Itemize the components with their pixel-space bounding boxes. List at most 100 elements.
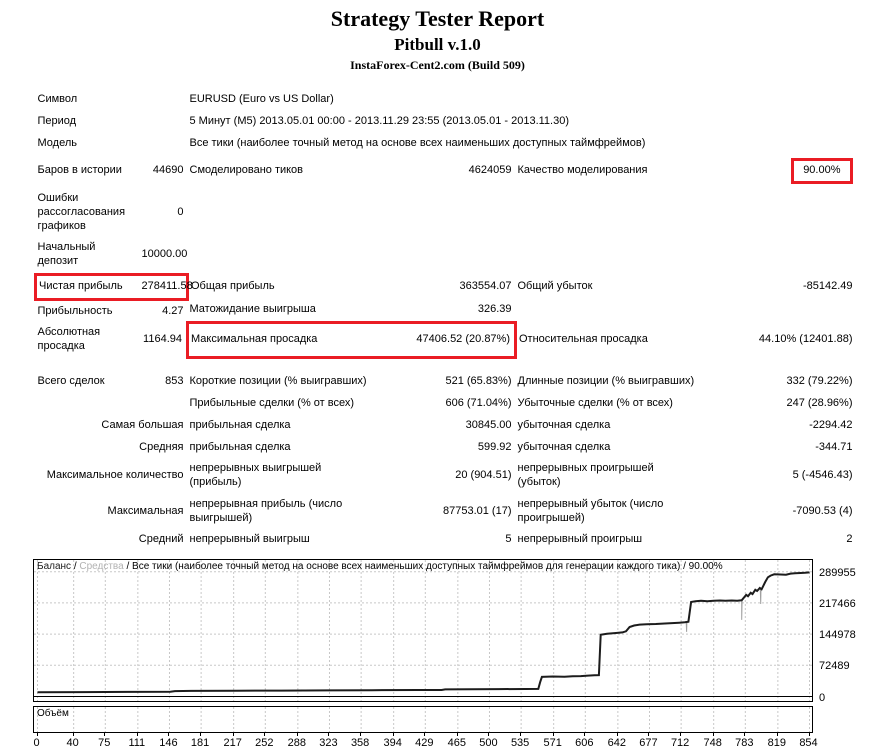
x-tick-mark bbox=[488, 733, 490, 736]
table-cell: Убыточные сделки (% от всех) bbox=[517, 397, 673, 409]
table-cell bbox=[702, 299, 857, 322]
x-tick-mark bbox=[264, 733, 266, 736]
table-cell: -2294.42 bbox=[809, 418, 853, 431]
table-cell: непрерывный выигрыш bbox=[189, 533, 310, 546]
x-tick-mark bbox=[392, 733, 394, 736]
x-tick-mark bbox=[712, 733, 714, 736]
table-cell: непрерывная прибыль (число выигрышей) bbox=[189, 497, 343, 524]
x-tick-mark bbox=[72, 733, 74, 736]
x-tick-mark bbox=[776, 733, 778, 736]
x-tick-mark bbox=[552, 733, 554, 736]
balance-chart: Баланс / Средства / Все тики (наиболее т… bbox=[33, 559, 875, 751]
table-cell: 326.39 bbox=[477, 303, 512, 315]
table-row: Максимальная непрерывная прибыль (число в… bbox=[36, 494, 857, 530]
results-table: Символ EURUSD (Euro vs US Dollar) Период 5 … bbox=[34, 89, 857, 551]
table-cell: 4624059 bbox=[468, 164, 512, 177]
table-cell: 606 (71.04%) bbox=[445, 397, 512, 409]
highlighted-cell: Максимальная просадка bbox=[186, 320, 374, 360]
volume-grid-svg bbox=[37, 707, 810, 732]
x-tick-mark bbox=[424, 733, 426, 736]
table-cell bbox=[140, 89, 188, 111]
table-cell: 521 (65.83%) bbox=[445, 375, 512, 388]
x-tick-label: 217 bbox=[223, 737, 242, 749]
highlighted-cell: Чистая прибыль bbox=[34, 272, 140, 301]
table-cell: Прибыльность bbox=[37, 304, 113, 317]
x-tick-label: 606 bbox=[575, 737, 594, 749]
table-cell: 247 (28.96%) bbox=[786, 397, 853, 409]
x-tick-label: 252 bbox=[255, 737, 274, 749]
highlighted-cell: 90.00% bbox=[702, 154, 857, 188]
x-tick-label: 677 bbox=[639, 737, 658, 749]
volume-label: Объём bbox=[37, 708, 69, 719]
table-cell: Начальный депозит bbox=[37, 241, 96, 267]
x-tick-mark bbox=[328, 733, 330, 736]
x-tick-mark bbox=[296, 733, 298, 736]
table-cell: Средняя bbox=[139, 440, 184, 453]
table-cell bbox=[188, 188, 857, 237]
balance-curve-svg bbox=[34, 560, 812, 701]
x-tick-label: 465 bbox=[447, 737, 467, 749]
table-cell bbox=[140, 393, 188, 415]
report-header: Strategy Tester Report Pitbull v.1.0 Ins… bbox=[0, 0, 875, 73]
table-cell: 4.27 bbox=[162, 304, 184, 317]
x-tick-label: 819 bbox=[767, 737, 787, 749]
table-cell: Все тики (наиболее точный метод на основ… bbox=[189, 136, 646, 149]
table-cell: Общий убыток bbox=[517, 279, 593, 292]
x-tick-label: 111 bbox=[128, 737, 146, 749]
x-tick-mark bbox=[520, 733, 522, 736]
table-cell: 0 bbox=[177, 205, 184, 218]
balance-chart-pane: Баланс / Средства / Все тики (наиболее т… bbox=[33, 559, 813, 702]
x-tick-label: 181 bbox=[190, 737, 210, 749]
table-cell: непрерывных выигрышей (прибыль) bbox=[189, 462, 322, 488]
highlighted-cell: 47406.52 (20.87%) bbox=[373, 320, 517, 360]
table-cell: 20 (904.51) bbox=[455, 469, 512, 482]
x-tick-label: 288 bbox=[287, 737, 307, 749]
server-build: InstaForex-Cent2.com (Build 509) bbox=[350, 58, 525, 72]
x-tick-label: 429 bbox=[415, 737, 434, 749]
table-row: Период 5 Минут (M5) 2013.05.01 00:00 - 20… bbox=[36, 111, 857, 133]
y-tick-label: 0 bbox=[819, 691, 826, 704]
table-row: Баров в истории 44690 Смоделировано тиков 4… bbox=[36, 154, 857, 188]
table-cell: непрерывных проигрышей (убыток) bbox=[517, 462, 654, 488]
x-tick-label: 712 bbox=[670, 737, 690, 749]
x-tick-mark bbox=[168, 733, 170, 736]
x-tick-mark bbox=[680, 733, 682, 736]
table-cell bbox=[140, 133, 188, 155]
table-cell: 599.92 bbox=[477, 440, 512, 453]
table-cell: 44690 bbox=[152, 164, 184, 177]
x-tick-label: 535 bbox=[510, 737, 530, 749]
x-tick-mark bbox=[648, 733, 650, 736]
table-cell: 30845.00 bbox=[465, 418, 512, 431]
table-cell: -7090.53 (4) bbox=[792, 504, 853, 517]
table-cell: 5 Минут (M5) 2013.05.01 00:00 - 2013.11.… bbox=[189, 114, 570, 127]
x-tick-label: 358 bbox=[350, 737, 370, 749]
expert-name: Pitbull v.1.0 bbox=[394, 35, 481, 54]
table-row: Абсолютная просадка 1164.94 Максимальная п… bbox=[36, 320, 857, 360]
table-cell: 332 (79.22%) bbox=[786, 374, 853, 387]
table-row: Самая большая прибыльная сделка 30845.00 уб… bbox=[36, 415, 857, 437]
table-cell: 2 bbox=[846, 533, 853, 546]
legend-separator: / bbox=[680, 561, 689, 572]
x-tick-label: 642 bbox=[607, 737, 627, 749]
table-cell: Длинные позиции (% выигравших) bbox=[517, 374, 695, 387]
table-cell: Ошибки рассогласования графиков bbox=[37, 192, 126, 232]
y-tick-label: 289955 bbox=[819, 566, 856, 579]
table-cell: Максимальное количество bbox=[46, 469, 184, 482]
table-row: Средняя прибыльная сделка 599.92 убыточная … bbox=[36, 437, 857, 459]
x-tick-mark bbox=[232, 733, 234, 736]
y-tick-label: 144978 bbox=[819, 629, 856, 642]
table-cell: -85142.49 bbox=[802, 279, 853, 292]
x-tick-label: 323 bbox=[319, 737, 338, 749]
table-cell: Максимальная bbox=[107, 504, 184, 517]
table-cell: 363554.07 bbox=[459, 279, 512, 292]
x-tick-mark bbox=[200, 733, 202, 736]
table-cell bbox=[516, 299, 702, 322]
x-tick-label: 854 bbox=[799, 737, 818, 749]
table-cell: непрерывный убыток (число проигрышей) bbox=[517, 497, 664, 524]
x-tick-mark bbox=[808, 733, 810, 736]
table-cell: прибыльная сделка bbox=[189, 440, 291, 453]
table-cell: -344.71 bbox=[815, 440, 853, 453]
table-cell: Качество моделирования bbox=[517, 164, 648, 177]
table-cell: 853 bbox=[165, 374, 184, 387]
